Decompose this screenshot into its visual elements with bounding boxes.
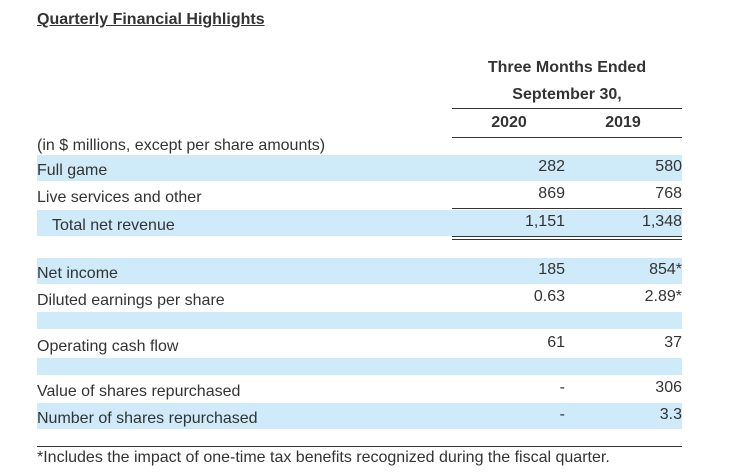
subtotal-rule — [452, 208, 682, 209]
value-2019: 306 — [655, 379, 682, 396]
value-2020: 0.63 — [533, 288, 565, 305]
table-row: Live services and other 869 768 — [37, 182, 682, 208]
value-2019: 2.89* — [644, 288, 682, 305]
value-2020: - — [559, 406, 565, 423]
year-header-2020: 2020 — [491, 114, 527, 131]
table-row: Net income 185 854* — [37, 258, 682, 284]
table-row: Total net revenue 1,151 1,348 — [37, 210, 682, 236]
value-2020: 282 — [538, 158, 565, 175]
value-2019: 37 — [664, 334, 682, 351]
row-label: Operating cash flow — [37, 338, 179, 355]
value-2020: 869 — [538, 185, 565, 202]
spacer-band — [37, 358, 682, 375]
value-2019: 1,348 — [641, 213, 682, 230]
row-label: Live services and other — [37, 189, 202, 206]
row-label: Number of shares repurchased — [37, 410, 258, 427]
row-label: Value of shares repurchased — [37, 383, 241, 400]
row-label: Diluted earnings per share — [37, 292, 225, 309]
row-label: Full game — [37, 162, 108, 179]
table-row: Operating cash flow 61 37 — [37, 331, 682, 357]
value-2020: 185 — [538, 261, 565, 278]
period-date-header: September 30, — [512, 86, 622, 103]
row-label: Net income — [37, 265, 118, 282]
total-double-rule-bottom — [452, 239, 682, 240]
page-title: Quarterly Financial Highlights — [37, 11, 265, 28]
value-2019: 580 — [655, 158, 682, 175]
value-2020: 1,151 — [524, 213, 565, 230]
value-2019: 768 — [655, 185, 682, 202]
value-2019: 854* — [649, 261, 682, 278]
footnote-rule — [37, 446, 682, 447]
table-row: Number of shares repurchased - 3.3 — [37, 403, 682, 429]
year-rule — [452, 137, 682, 138]
row-label: Total net revenue — [52, 217, 175, 234]
total-double-rule-top — [452, 236, 682, 237]
units-note: (in $ millions, except per share amounts… — [37, 137, 326, 154]
table-row: Full game 282 580 — [37, 155, 682, 181]
year-header-2019: 2019 — [605, 114, 641, 131]
spacer-band — [37, 312, 682, 329]
value-2019: 3.3 — [659, 406, 682, 423]
table-row: Diluted earnings per share 0.63 2.89* — [37, 285, 682, 311]
period-header: Three Months Ended — [487, 59, 647, 76]
footnote: *Includes the impact of one-time tax ben… — [37, 449, 610, 466]
value-2020: - — [559, 379, 565, 396]
table-row: Value of shares repurchased - 306 — [37, 376, 682, 402]
header-rule — [452, 108, 682, 109]
value-2020: 61 — [547, 334, 565, 351]
